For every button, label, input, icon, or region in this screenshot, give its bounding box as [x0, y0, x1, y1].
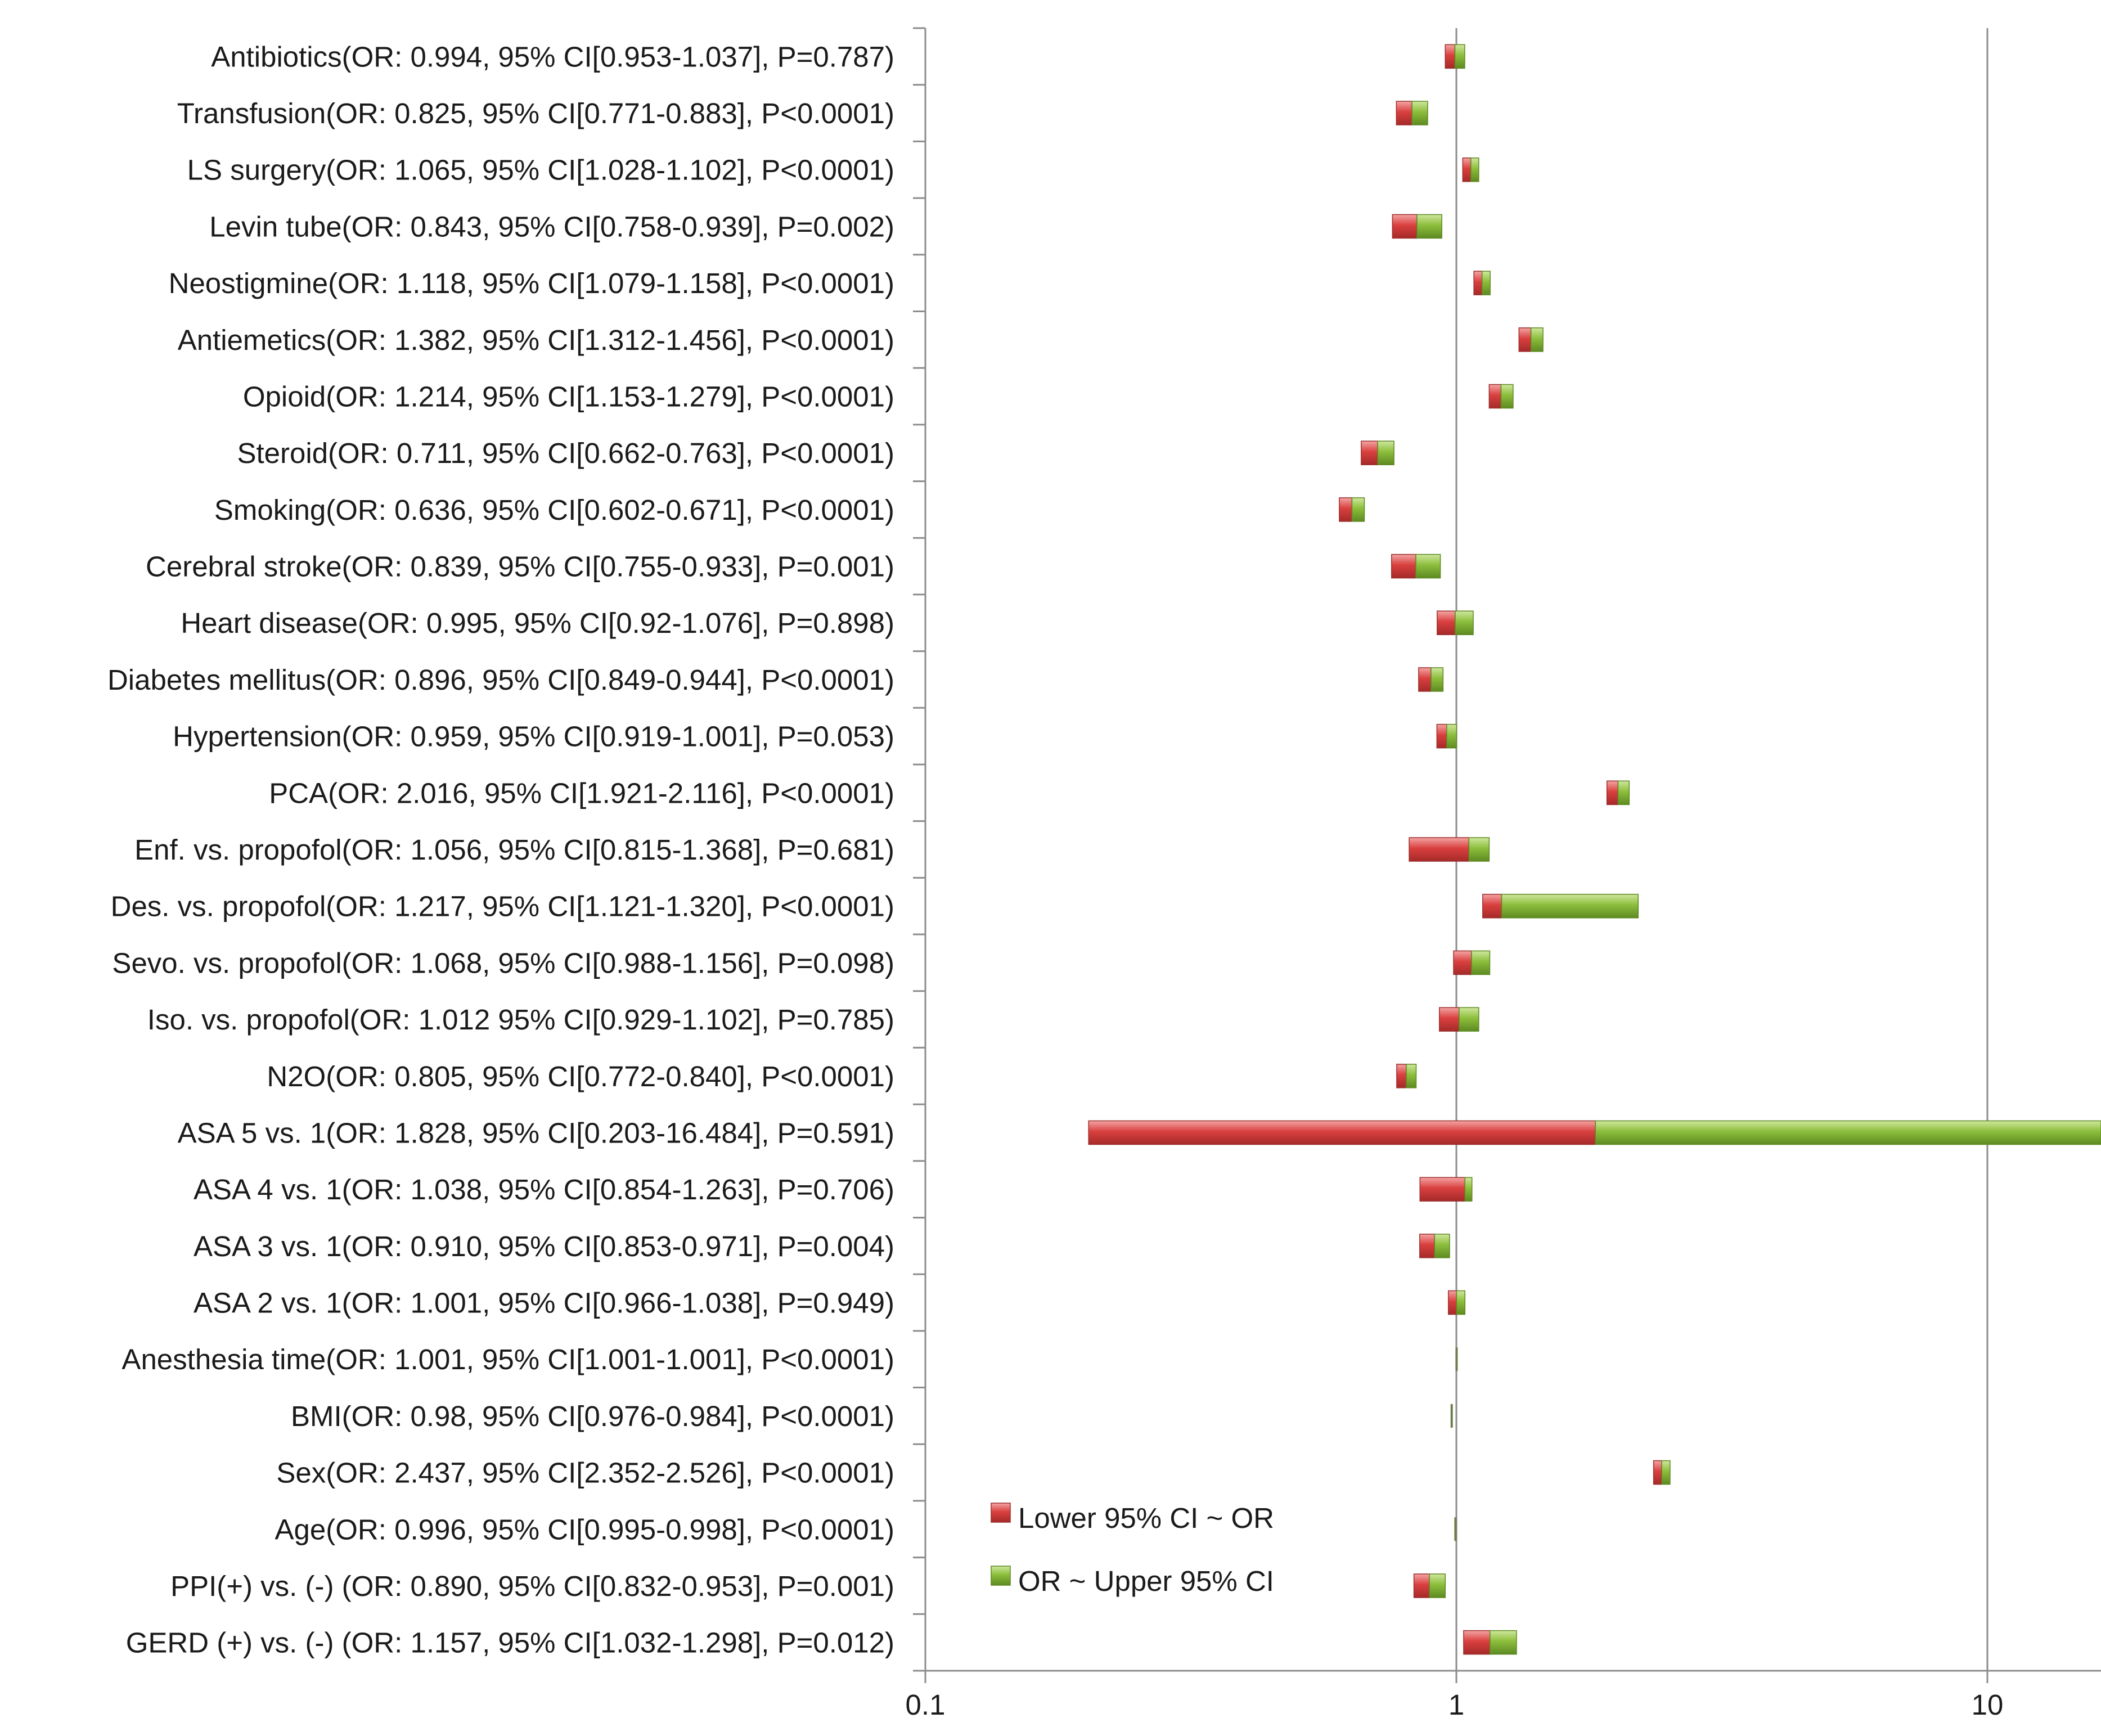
bar-lower-ci-to-or — [1419, 1234, 1436, 1258]
bar-lower-ci-to-or — [1391, 554, 1416, 579]
category-label: ASA 4 vs. 1(OR: 1.038, 95% CI[0.854-1.26… — [194, 1173, 894, 1206]
category-label: Antibiotics(OR: 0.994, 95% CI[0.953-1.03… — [211, 41, 894, 73]
gridlines — [1455, 28, 1988, 1671]
category-label: Anesthesia time(OR: 1.001, 95% CI[1.001-… — [122, 1343, 894, 1375]
bar-lower-ci-to-or — [1396, 101, 1412, 125]
bar-or-to-upper-ci — [1490, 1630, 1517, 1655]
ci-marker — [1454, 1517, 1457, 1541]
bar-lower-ci-to-or — [1473, 271, 1483, 295]
bar-lower-ci-to-or — [1361, 440, 1378, 465]
bar-or-to-upper-ci — [1661, 1460, 1671, 1485]
bar-lower-ci-to-or — [1409, 837, 1470, 862]
bar-lower-ci-to-or — [1462, 157, 1472, 182]
bar-or-to-upper-ci — [1456, 1290, 1466, 1315]
category-label: Des. vs. propofol(OR: 1.217, 95% CI[1.12… — [111, 891, 894, 923]
category-label: Diabetes mellitus(OR: 0.896, 95% CI[0.84… — [107, 664, 894, 696]
category-label: Sevo. vs. propofol(OR: 1.068, 95% CI[0.9… — [112, 947, 894, 979]
category-label: N2O(OR: 0.805, 95% CI[0.772-0.840], P<0.… — [267, 1060, 894, 1092]
ci-marker — [1455, 1347, 1458, 1371]
x-tick-label-0.1: 0.1 — [906, 1689, 946, 1721]
category-label: Steroid(OR: 0.711, 95% CI[0.662-0.763], … — [237, 437, 894, 469]
bar-lower-ci-to-or — [1439, 1007, 1460, 1032]
bar-or-to-upper-ci — [1430, 667, 1444, 692]
legend-swatch — [991, 1503, 1011, 1523]
category-label: Hypertension(OR: 0.959, 95% CI[0.919-1.0… — [173, 721, 894, 753]
bar-or-to-upper-ci — [1459, 1007, 1479, 1032]
legend-label: Lower 95% CI ~ OR — [1018, 1502, 1274, 1534]
bar-lower-ci-to-or — [1448, 1290, 1457, 1315]
bar-lower-ci-to-or — [1392, 214, 1418, 239]
bar-lower-ci-to-or — [1653, 1460, 1662, 1485]
bar-or-to-upper-ci — [1471, 950, 1491, 975]
bar-or-to-upper-ci — [1454, 44, 1465, 69]
category-label: Transfusion(OR: 0.825, 95% CI[0.771-0.88… — [177, 97, 894, 129]
bar-or-to-upper-ci — [1406, 1064, 1417, 1089]
bar-lower-ci-to-or — [1606, 780, 1619, 806]
bar-or-to-upper-ci — [1429, 1573, 1446, 1598]
x-tick-label-10: 10 — [1972, 1689, 2004, 1721]
bar-or-to-upper-ci — [1500, 384, 1514, 409]
bar-lower-ci-to-or — [1453, 950, 1472, 975]
bars — [1088, 44, 2101, 1655]
bar-lower-ci-to-or — [1437, 610, 1456, 635]
bar-lower-ci-to-or — [1436, 723, 1447, 749]
category-label: ASA 3 vs. 1(OR: 0.910, 95% CI[0.853-0.97… — [194, 1230, 894, 1262]
bar-or-to-upper-ci — [1446, 723, 1457, 749]
bar-lower-ci-to-or — [1413, 1573, 1430, 1598]
bar-or-to-upper-ci — [1595, 1120, 2101, 1145]
bar-lower-ci-to-or — [1463, 1630, 1491, 1655]
bar-or-to-upper-ci — [1464, 1177, 1473, 1202]
bar-or-to-upper-ci — [1411, 101, 1428, 125]
category-label: Iso. vs. propofol(OR: 1.012 95% CI[0.929… — [147, 1004, 894, 1036]
bar-lower-ci-to-or — [1396, 1064, 1407, 1089]
category-label: Smoking(OR: 0.636, 95% CI[0.602-0.671], … — [214, 494, 894, 526]
category-label: GERD (+) vs. (-) (OR: 1.157, 95% CI[1.03… — [126, 1627, 894, 1659]
bar-or-to-upper-ci — [1501, 893, 1639, 919]
category-label: Age(OR: 0.996, 95% CI[0.995-0.998], P<0.… — [275, 1513, 894, 1545]
bar-or-to-upper-ci — [1351, 497, 1365, 522]
legend-swatch — [991, 1566, 1011, 1586]
bar-lower-ci-to-or — [1418, 667, 1432, 692]
category-labels: Antibiotics(OR: 0.994, 95% CI[0.953-1.03… — [107, 41, 894, 1658]
category-label: Opioid(OR: 1.214, 95% CI[1.153-1.279], P… — [243, 380, 894, 412]
bar-lower-ci-to-or — [1518, 327, 1532, 352]
category-label: Sex(OR: 2.437, 95% CI[2.352-2.526], P<0.… — [276, 1457, 894, 1489]
bar-or-to-upper-ci — [1416, 214, 1442, 239]
bar-lower-ci-to-or — [1088, 1120, 1596, 1145]
category-label: BMI(OR: 0.98, 95% CI[0.976-0.984], P<0.0… — [291, 1400, 894, 1432]
category-label: Cerebral stroke(OR: 0.839, 95% CI[0.755-… — [146, 551, 894, 583]
category-label: Antiemetics(OR: 1.382, 95% CI[1.312-1.45… — [178, 324, 894, 356]
category-label: PCA(OR: 2.016, 95% CI[1.921-2.116], P<0.… — [269, 777, 894, 809]
axes — [913, 27, 2101, 1683]
x-tick-labels: 0.1 1 10 — [906, 1689, 2004, 1721]
category-label: LS surgery(OR: 1.065, 95% CI[1.028-1.102… — [187, 154, 894, 186]
category-label: PPI(+) vs. (-) (OR: 0.890, 95% CI[0.832-… — [170, 1570, 894, 1602]
category-label: ASA 5 vs. 1(OR: 1.828, 95% CI[0.203-16.4… — [178, 1117, 894, 1149]
bar-lower-ci-to-or — [1482, 893, 1502, 919]
bar-lower-ci-to-or — [1488, 384, 1502, 409]
bar-or-to-upper-ci — [1530, 327, 1544, 352]
bar-lower-ci-to-or — [1445, 44, 1456, 69]
ci-marker — [1450, 1404, 1453, 1428]
bar-or-to-upper-ci — [1377, 440, 1394, 465]
bar-or-to-upper-ci — [1481, 271, 1491, 295]
legend-label: OR ~ Upper 95% CI — [1018, 1565, 1274, 1597]
category-label: Heart disease(OR: 0.995, 95% CI[0.92-1.0… — [181, 607, 894, 639]
bar-or-to-upper-ci — [1470, 157, 1479, 182]
bar-or-to-upper-ci — [1415, 554, 1441, 579]
x-tick-label-1: 1 — [1448, 1689, 1464, 1721]
category-label: Neostigmine(OR: 1.118, 95% CI[1.079-1.15… — [169, 267, 894, 299]
legend: Lower 95% CI ~ OR OR ~ Upper 95% CI — [991, 1502, 1274, 1597]
bar-lower-ci-to-or — [1339, 497, 1353, 522]
category-label: Levin tube(OR: 0.843, 95% CI[0.758-0.939… — [209, 210, 894, 242]
bar-or-to-upper-ci — [1617, 780, 1630, 806]
bar-or-to-upper-ci — [1468, 837, 1490, 862]
bar-or-to-upper-ci — [1455, 610, 1474, 635]
category-label: ASA 2 vs. 1(OR: 1.001, 95% CI[0.966-1.03… — [194, 1287, 894, 1319]
bar-or-to-upper-ci — [1434, 1234, 1450, 1258]
bar-lower-ci-to-or — [1419, 1177, 1466, 1202]
category-label: Enf. vs. propofol(OR: 1.056, 95% CI[0.81… — [134, 834, 894, 866]
